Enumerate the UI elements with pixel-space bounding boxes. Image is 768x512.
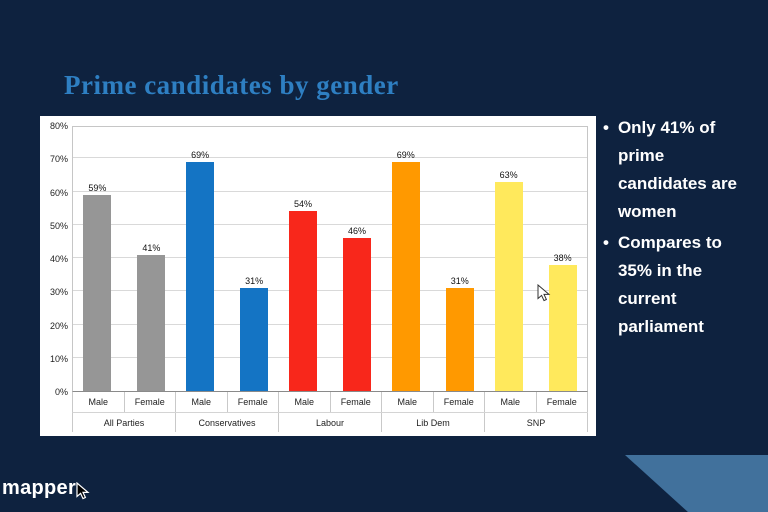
- bar-group: 69% 31%: [381, 127, 484, 391]
- category-label: Conservatives: [176, 413, 279, 432]
- bullet-marker: •: [603, 118, 609, 137]
- bullet-text: Only 41% of prime candidates are women: [617, 118, 738, 221]
- bullet-list: • Only 41% of prime candidates are women…: [603, 114, 753, 344]
- subcategory-label: Male: [279, 392, 331, 412]
- bar-wrapper: 63%: [494, 169, 523, 391]
- corner-accent-shape: [625, 455, 768, 512]
- y-axis: 0% 10% 20% 30% 40% 50% 60% 70% 80%: [44, 121, 72, 397]
- bar-group: 59% 41%: [73, 127, 176, 391]
- gridline: [73, 157, 587, 159]
- bar-group: 69% 31%: [176, 127, 279, 391]
- bar-wrapper: 69%: [186, 149, 215, 391]
- bar-group: 63% 38%: [484, 127, 587, 391]
- y-axis-label: 70%: [49, 154, 68, 165]
- subcategory-label: Male: [382, 392, 434, 412]
- y-axis-label: 10%: [49, 353, 68, 364]
- bar-wrapper: 31%: [445, 275, 474, 391]
- gridline: [73, 190, 587, 192]
- bar-value-label: 54%: [293, 199, 312, 210]
- y-axis-label: 20%: [49, 320, 68, 331]
- bar: [83, 194, 112, 391]
- y-axis-label: 50%: [49, 220, 68, 231]
- bullet-marker: •: [603, 233, 609, 252]
- bar-wrapper: 38%: [548, 252, 577, 391]
- subcategory-label: Male: [176, 392, 228, 412]
- subcategory-label: Female: [537, 392, 588, 412]
- bar: [240, 287, 269, 391]
- bar-group: 54% 46%: [279, 127, 382, 391]
- bar-value-label: 38%: [553, 252, 572, 263]
- bar-value-label: 31%: [245, 275, 264, 286]
- y-axis-label: 0%: [54, 387, 68, 397]
- category-label: SNP: [485, 413, 588, 432]
- group-axis: All Parties Conservatives Labour Lib Dem SNP: [72, 413, 588, 432]
- y-axis-label: 60%: [49, 187, 68, 198]
- subcategory-axis: Male Female Male Female Male Female Male Female…: [72, 392, 588, 413]
- bar: [288, 211, 317, 391]
- bar-wrapper: 54%: [288, 199, 317, 391]
- subcategory-cells: Male Female: [382, 392, 485, 412]
- bar-value-label: 63%: [499, 169, 518, 180]
- gridline: [73, 223, 587, 225]
- gridline: [73, 323, 587, 325]
- subcategory-label: Female: [434, 392, 485, 412]
- bar-chart: 0% 10% 20% 30% 40% 50% 60% 70% 80% 59% 41% 69% 31% 5…: [44, 121, 588, 432]
- plot-area: 59% 41% 69% 31% 54% 46% 69% 31% 63% 38%: [72, 126, 588, 392]
- bar: [137, 254, 166, 391]
- subcategory-label: Female: [228, 392, 279, 412]
- bar-value-label: 69%: [191, 149, 210, 160]
- y-axis-label: 30%: [49, 287, 68, 298]
- bar-wrapper: 31%: [240, 275, 269, 391]
- bullet-item: • Only 41% of prime candidates are women: [603, 114, 753, 226]
- subcategory-cells: Male Female: [176, 392, 279, 412]
- subcategory-label: Female: [331, 392, 382, 412]
- bar: [494, 181, 523, 391]
- bar-value-label: 59%: [88, 182, 107, 193]
- cursor-arrow-icon: [76, 482, 90, 500]
- bullet-item: • Compares to 35% in the current parliam…: [603, 229, 753, 341]
- gridline: [73, 290, 587, 292]
- bar-value-label: 41%: [142, 242, 161, 253]
- category-label: Labour: [279, 413, 382, 432]
- bar-wrapper: 59%: [83, 182, 112, 391]
- category-label: Lib Dem: [382, 413, 485, 432]
- subcategory-cells: Male Female: [73, 392, 176, 412]
- bar-wrapper: 46%: [342, 226, 371, 391]
- y-axis-label: 80%: [49, 121, 68, 131]
- logo-text: mapper: [2, 476, 77, 499]
- page-title: Prime candidates by gender: [64, 70, 399, 100]
- category-label: All Parties: [73, 413, 176, 432]
- gridline: [73, 356, 587, 358]
- bar-wrapper: 69%: [391, 149, 420, 391]
- bar-wrapper: 41%: [137, 242, 166, 391]
- subcategory-cells: Male Female: [485, 392, 588, 412]
- subcategory-label: Male: [485, 392, 537, 412]
- subcategory-cells: Male Female: [279, 392, 382, 412]
- bar-value-label: 69%: [396, 149, 415, 160]
- bar: [391, 161, 420, 391]
- plot-column: 59% 41% 69% 31% 54% 46% 69% 31% 63% 38% Male Femal…: [72, 126, 588, 432]
- bar: [445, 287, 474, 391]
- subcategory-label: Male: [73, 392, 125, 412]
- mouse-pointer-icon: [537, 284, 551, 302]
- bar-value-label: 46%: [347, 226, 366, 237]
- y-axis-label: 40%: [49, 254, 68, 264]
- chart-panel: 0% 10% 20% 30% 40% 50% 60% 70% 80% 59% 41% 69% 31% 5…: [40, 116, 596, 436]
- gridline: [73, 257, 587, 258]
- bar: [342, 238, 371, 391]
- bar: [548, 264, 577, 391]
- logo: mapper: [2, 476, 91, 500]
- bullet-text: Compares to 35% in the current parliamen…: [617, 233, 722, 336]
- bar-value-label: 31%: [450, 275, 469, 286]
- bar: [186, 161, 215, 391]
- subcategory-label: Female: [125, 392, 176, 412]
